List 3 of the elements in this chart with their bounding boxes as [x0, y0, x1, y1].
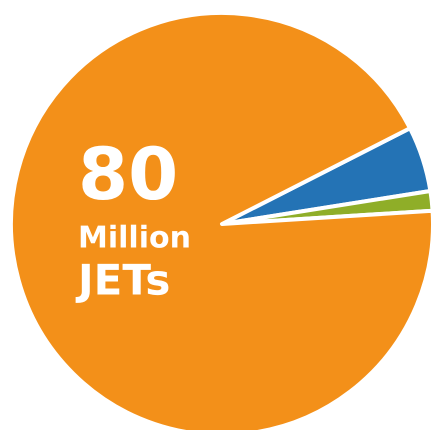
text: JETs	[75, 256, 170, 304]
text: 80	[78, 132, 178, 216]
text: Million	[78, 220, 191, 256]
